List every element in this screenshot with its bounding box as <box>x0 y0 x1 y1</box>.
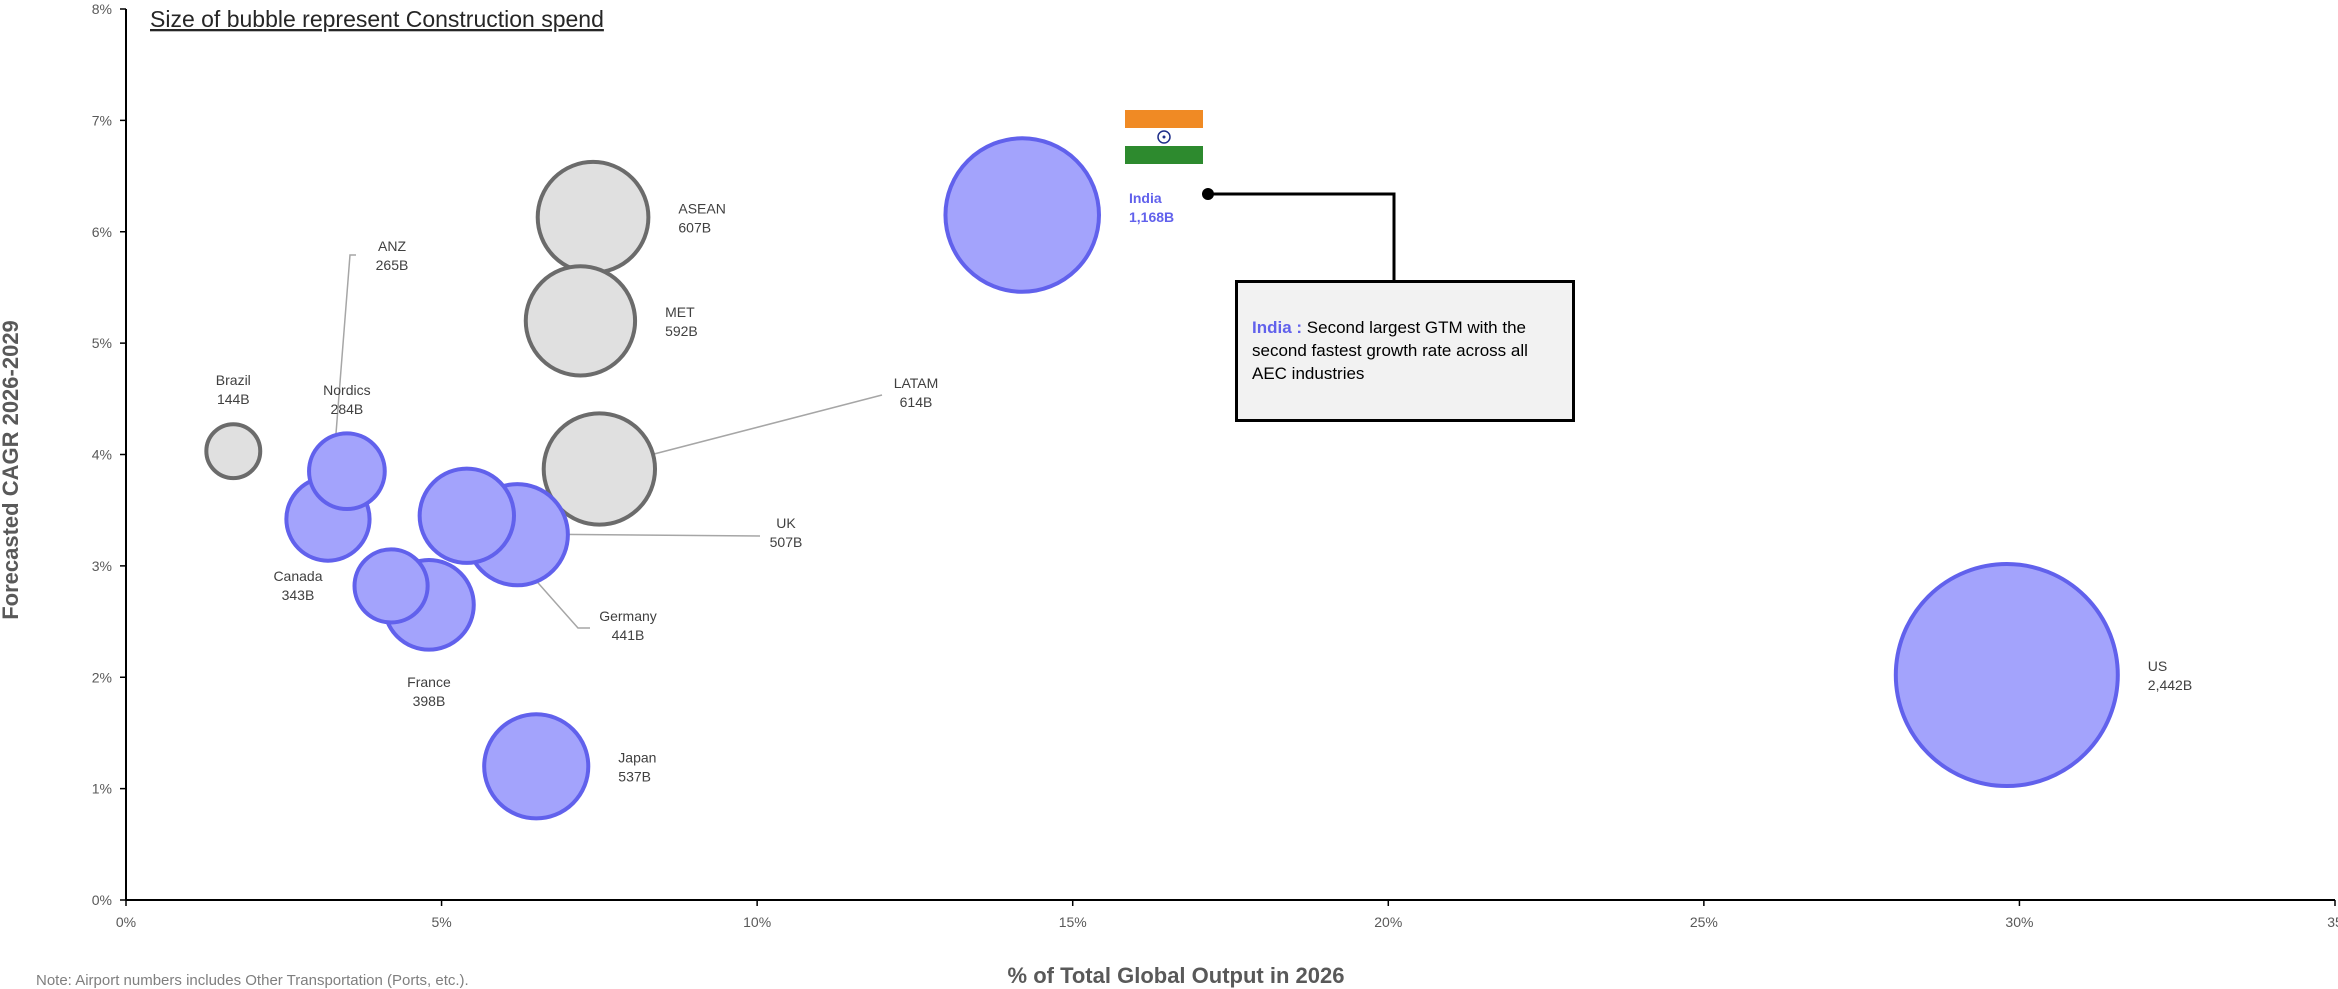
bubbles <box>204 136 2120 821</box>
bubble-label-name: MET <box>665 304 695 320</box>
callout-highlight: India : <box>1252 318 1303 337</box>
x-tick-label: 25% <box>1690 914 1718 930</box>
bubble-labels: US 2,442B India 1,168B LATAM 614B ASEAN 607B MET… <box>216 190 2192 784</box>
x-tick-label: 0% <box>116 914 136 930</box>
bubble-label-value: 343B <box>282 587 315 603</box>
callout-text: Second largest GTM with the second faste… <box>1252 318 1528 383</box>
y-axis-title: Forecasted CAGR 2026-2029 <box>0 320 23 620</box>
bubble-label-value: 614B <box>900 394 933 410</box>
bubble-label-name: Brazil <box>216 372 251 388</box>
x-tick-label: 30% <box>2005 914 2033 930</box>
india-callout-box: India : Second largest GTM with the seco… <box>1235 280 1575 422</box>
chart-subtitle: Size of bubble represent Construction sp… <box>150 6 604 32</box>
y-tick-label: 4% <box>92 447 112 463</box>
leader-line-anz <box>329 254 356 511</box>
bubble-label-name: Nordics <box>323 382 370 398</box>
bubble-met <box>523 264 638 378</box>
y-tick-label: 0% <box>92 892 112 908</box>
bubble-nordics <box>307 431 387 512</box>
bubble-label-name: LATAM <box>894 375 939 391</box>
x-tick-label: 20% <box>1374 914 1402 930</box>
bubble-india <box>943 136 1101 294</box>
bubble-label-name: Japan <box>618 749 656 765</box>
y-tick-label: 1% <box>92 781 112 797</box>
y-tick-label: 7% <box>92 112 112 128</box>
bubble-label-name: US <box>2148 658 2167 674</box>
bubble-label-value: 1,168B <box>1129 209 1174 225</box>
bubble-germany <box>417 466 516 565</box>
x-tick-label: 10% <box>743 914 771 930</box>
bubble-label-value: 537B <box>618 768 651 784</box>
bubble-asean <box>535 159 651 275</box>
bubble-label-value: 441B <box>612 627 645 643</box>
bubble-label-name: France <box>407 674 451 690</box>
bubble-label-name: ANZ <box>378 238 406 254</box>
footnote: Note: Airport numbers includes Other Tra… <box>36 972 469 989</box>
bubble-label-name: ASEAN <box>678 200 725 216</box>
bubble-brazil <box>204 422 263 481</box>
bubble-us <box>1893 562 2120 789</box>
bubble-label-value: 265B <box>376 257 409 273</box>
x-axis-title: % of Total Global Output in 2026 <box>1008 963 1345 988</box>
x-tick-label: 15% <box>1059 914 1087 930</box>
y-tick-label: 3% <box>92 558 112 574</box>
x-tick-label: 5% <box>431 914 451 930</box>
bubble-latam <box>541 411 658 527</box>
bubble-label-name: India <box>1129 190 1162 206</box>
bubble-label-value: 507B <box>770 534 803 550</box>
chart-axes: 0% 1% 2% 3% 4% 5% 6% 7% 8% 0% 5% 10% 15% 20% 25% 30% 35 <box>92 1 2338 930</box>
bubble-label-value: 284B <box>331 401 364 417</box>
india-flag-icon <box>1125 110 1203 164</box>
y-tick-label: 5% <box>92 335 112 351</box>
bubble-label-name: Germany <box>599 608 657 624</box>
bubble-label-value: 607B <box>678 219 711 235</box>
y-tick-label: 2% <box>92 669 112 685</box>
y-tick-label: 6% <box>92 224 112 240</box>
bubble-label-value: 398B <box>413 693 446 709</box>
bubble-label-value: 2,442B <box>2148 677 2192 693</box>
bubble-anz <box>352 547 430 625</box>
bubble-label-value: 144B <box>217 391 250 407</box>
bubble-label-value: 592B <box>665 323 698 339</box>
bubble-label-name: Canada <box>273 568 322 584</box>
bubble-label-name: UK <box>776 515 796 531</box>
bubble-japan <box>482 712 591 821</box>
callout-connector <box>1202 188 1396 280</box>
y-tick-label: 8% <box>92 1 112 17</box>
x-tick-label: 35 <box>2327 914 2338 930</box>
